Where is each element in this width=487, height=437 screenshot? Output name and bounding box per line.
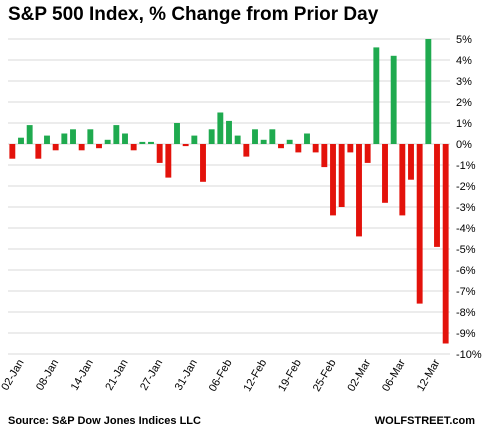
bar	[304, 133, 310, 144]
bar	[217, 112, 224, 144]
bar	[330, 144, 336, 216]
bar	[364, 144, 371, 163]
bar	[434, 144, 440, 247]
y-tick-label: 4%	[456, 55, 472, 67]
bar	[390, 55, 397, 144]
x-tick-label: 12-Mar	[415, 357, 443, 393]
bar	[208, 129, 215, 144]
bar	[87, 129, 94, 144]
bar	[156, 144, 163, 163]
bar	[312, 144, 319, 153]
y-tick-label: 3%	[456, 76, 472, 88]
bar	[122, 133, 128, 144]
bar	[44, 135, 50, 144]
bar	[18, 137, 24, 144]
y-tick-label: 5%	[456, 34, 472, 46]
bar	[347, 144, 354, 153]
bar	[61, 133, 68, 144]
x-tick-label: 19-Feb	[276, 358, 304, 394]
x-tick-label: 02-Mar	[345, 357, 373, 393]
bar	[234, 135, 241, 144]
bar	[260, 139, 267, 144]
x-tick-label: 14-Jan	[69, 358, 96, 393]
bar	[165, 144, 172, 178]
y-tick-label: -2%	[456, 181, 476, 193]
x-tick-label: 27-Jan	[138, 358, 165, 393]
x-tick-label: 08-Jan	[34, 358, 61, 393]
bar	[148, 141, 154, 144]
x-tick-label: 06-Feb	[207, 358, 235, 394]
bar	[373, 47, 380, 144]
bar	[104, 139, 111, 144]
bar	[442, 144, 449, 344]
y-tick-label: -7%	[456, 286, 476, 298]
x-tick-label: 12-Feb	[241, 358, 269, 394]
bar	[78, 144, 85, 151]
y-tick-label: -4%	[456, 223, 476, 235]
x-axis-ticks: 02-Jan 08-Jan 14-Jan 21-Jan 27-Jan 31-Jan 06-F…	[0, 357, 443, 393]
x-tick-label: 06-Mar	[380, 357, 408, 393]
y-tick-label: -9%	[456, 328, 476, 340]
y-tick-label: 2%	[456, 97, 472, 109]
bar	[182, 144, 189, 147]
bar	[425, 39, 432, 144]
bar	[26, 125, 33, 144]
x-tick-label: 02-Jan	[0, 358, 27, 393]
bar	[269, 129, 276, 144]
chart-title: S&P 500 Index, % Change from Prior Day	[8, 4, 379, 25]
bar	[356, 144, 362, 237]
bar	[9, 144, 16, 159]
x-tick-label: 25-Feb	[311, 358, 339, 394]
bar	[252, 129, 258, 144]
bar	[295, 144, 302, 153]
y-tick-label: 1%	[456, 118, 472, 130]
x-tick-label: 31-Jan	[173, 358, 200, 393]
bar	[243, 144, 250, 157]
gridlines	[8, 38, 450, 355]
bar	[191, 135, 198, 144]
bar	[338, 144, 345, 207]
bar	[408, 144, 414, 180]
bar	[96, 144, 102, 149]
y-tick-label: -5%	[456, 244, 476, 256]
bar	[52, 144, 59, 151]
bar	[70, 129, 76, 144]
bar	[130, 144, 137, 151]
bar	[321, 144, 328, 168]
bar	[286, 139, 293, 144]
x-tick-label: 21-Jan	[103, 358, 130, 393]
y-tick-label: -1%	[456, 160, 476, 172]
source-note: Source: S&P Dow Jones Indices LLC	[8, 415, 201, 427]
bar	[200, 144, 206, 182]
bar	[35, 144, 42, 159]
bar	[399, 144, 406, 216]
bar	[226, 120, 232, 144]
y-tick-label: -8%	[456, 307, 476, 319]
brand-logo-text: WOLFSTREET.com	[374, 415, 475, 427]
bar	[139, 141, 146, 144]
bar-series	[9, 39, 449, 344]
y-tick-label: -10%	[456, 349, 482, 361]
y-tick-label: -6%	[456, 265, 476, 277]
y-tick-label: -3%	[456, 202, 476, 214]
bar	[382, 144, 388, 203]
bar	[113, 125, 120, 144]
bar	[278, 144, 284, 149]
y-tick-label: 0%	[456, 139, 472, 151]
y-axis-ticks: 5% 4% 3% 2% 1% 0% -1% -2% -3% -4% -5% -6% -7% -8% -9% -…	[456, 34, 482, 361]
bar	[174, 123, 180, 144]
bar	[416, 144, 423, 304]
